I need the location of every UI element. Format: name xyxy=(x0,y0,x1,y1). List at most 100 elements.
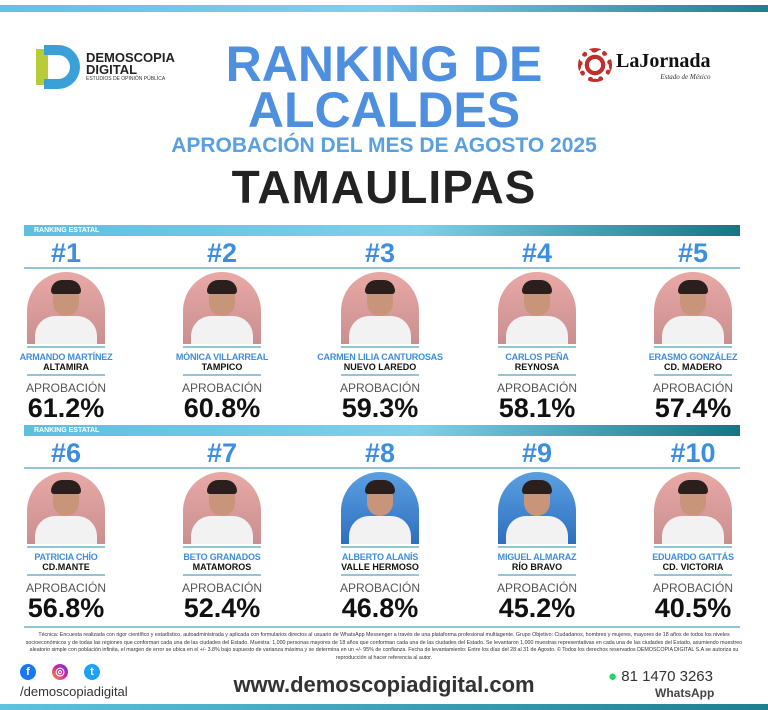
mayor-photo xyxy=(27,472,105,544)
phone: ● 81 1470 3263 xyxy=(608,668,713,685)
approval-value: 52.4% xyxy=(183,593,261,623)
divider xyxy=(654,546,732,548)
rank-number: #2 xyxy=(206,238,238,268)
rank-number: #9 xyxy=(521,438,553,468)
mayor-photo xyxy=(27,272,105,344)
approval-value: 59.3% xyxy=(341,393,419,423)
divider xyxy=(341,374,419,376)
rank-number: #4 xyxy=(521,238,553,268)
whatsapp-label: WhatsApp xyxy=(655,686,715,700)
divider xyxy=(183,346,261,348)
subtitle: APROBACIÓN DEL MES DE AGOSTO 2025 xyxy=(171,134,597,157)
approval-label: APROBACIÓN xyxy=(339,581,420,595)
approval-value: 56.8% xyxy=(27,593,105,623)
divider xyxy=(27,574,105,576)
divider xyxy=(24,467,740,469)
divider xyxy=(183,374,261,376)
divider xyxy=(183,546,261,548)
la-jornada-logo: LaJornada Estado de México xyxy=(578,48,710,82)
approval-label: APROBACIÓN xyxy=(496,581,577,595)
mayor-name: ALBERTO ALANÍS xyxy=(341,552,419,562)
social-handle: /demoscopiadigital xyxy=(20,684,128,699)
jornada-name: LaJornada xyxy=(616,49,711,72)
approval-value: 60.8% xyxy=(183,393,261,423)
approval-label: APROBACIÓN xyxy=(339,381,420,395)
rank-number: #5 xyxy=(677,238,709,268)
mayor-photo xyxy=(654,272,732,344)
ranking-card: #4 CARLOS PEÑA REYNOSA APROBACIÓN 58.1% xyxy=(472,238,602,423)
twitter-icon[interactable]: t xyxy=(84,664,100,680)
ranking-card: #7 BETO GRANADOS MATAMOROS APROBACIÓN 52… xyxy=(157,438,287,623)
ranking-card: #3 CARMEN LILIA CANTUROSAS NUEVO LAREDO … xyxy=(315,238,445,423)
ranking-band: RANKING ESTATAL xyxy=(24,225,740,236)
rank-number: #3 xyxy=(364,238,396,268)
approval-value: 45.2% xyxy=(498,593,576,623)
approval-value: 46.8% xyxy=(341,593,419,623)
logo-line3: ESTUDIOS DE OPINIÓN PÚBLICA xyxy=(86,76,166,82)
city-name: MATAMOROS xyxy=(192,562,252,572)
title-line2: ALCALDES xyxy=(247,82,521,138)
divider xyxy=(27,546,105,548)
demoscopia-d-icon xyxy=(30,45,82,89)
mayor-photo xyxy=(183,472,261,544)
approval-label: APROBACIÓN xyxy=(25,581,106,595)
ranking-card: #9 MIGUEL ALMARAZ RÍO BRAVO APROBACIÓN 4… xyxy=(472,438,602,623)
mayor-name: CARMEN LILIA CANTUROSAS xyxy=(317,352,443,362)
methodology-note: Técnica: Encuesta realizada con rigor ci… xyxy=(25,632,743,661)
city-name: CD. MADERO xyxy=(664,362,722,372)
city-name: REYNOSA xyxy=(514,362,560,372)
mayor-photo xyxy=(341,272,419,344)
city-name: CD. VICTORIA xyxy=(662,562,724,572)
city-name: RÍO BRAVO xyxy=(511,562,563,572)
rank-number: #8 xyxy=(364,438,396,468)
ranking-card: #2 MÓNICA VILLARREAL TAMPICO APROBACIÓN … xyxy=(157,238,287,423)
approval-value: 40.5% xyxy=(654,593,732,623)
rank-number: #10 xyxy=(670,438,716,468)
mayor-name: CARLOS PEÑA xyxy=(505,352,569,362)
city-name: NUEVO LAREDO xyxy=(343,362,417,372)
approval-value: 58.1% xyxy=(498,393,576,423)
approval-value: 61.2% xyxy=(27,393,105,423)
instagram-icon[interactable]: ◎ xyxy=(52,664,68,680)
jornada-sub: Estado de México xyxy=(660,72,711,81)
sun-icon xyxy=(578,48,612,82)
divider xyxy=(498,374,576,376)
divider xyxy=(341,546,419,548)
mayor-name: MÓNICA VILLARREAL xyxy=(175,352,269,362)
approval-label: APROBACIÓN xyxy=(181,581,262,595)
city-name: VALLE HERMOSO xyxy=(341,562,419,572)
logo-line1: DEMOSCOPIA xyxy=(86,50,175,65)
divider xyxy=(654,346,732,348)
logo-line2: DIGITAL xyxy=(86,62,138,77)
phone-number: 81 1470 3263 xyxy=(621,668,713,685)
website-link[interactable]: www.demoscopiadigital.com xyxy=(233,672,535,697)
mayor-photo xyxy=(183,272,261,344)
mayor-name: ARMANDO MARTÍNEZ xyxy=(19,352,113,362)
divider xyxy=(654,374,732,376)
mayor-photo xyxy=(341,472,419,544)
demoscopia-logo: DEMOSCOPIA DIGITAL ESTUDIOS DE OPINIÓN P… xyxy=(30,45,175,89)
title-line1: RANKING DE xyxy=(225,36,543,92)
whatsapp-icon: ● xyxy=(608,668,618,685)
ranking-card: #10 EDUARDO GATTÁS CD. VICTORIA APROBACI… xyxy=(628,438,758,623)
divider xyxy=(24,626,740,628)
divider xyxy=(498,546,576,548)
approval-value: 57.4% xyxy=(654,393,732,423)
bottom-bar xyxy=(0,704,768,710)
mayor-photo xyxy=(654,472,732,544)
state-title: TAMAULIPAS xyxy=(231,161,537,213)
divider xyxy=(27,346,105,348)
approval-label: APROBACIÓN xyxy=(652,381,733,395)
rank-number: #1 xyxy=(50,238,82,268)
city-name: CD.MANTE xyxy=(42,562,90,572)
mayor-photo xyxy=(498,472,576,544)
facebook-icon[interactable]: f xyxy=(20,664,36,680)
approval-label: APROBACIÓN xyxy=(25,381,106,395)
ranking-card: #6 PATRICIA CHÍO CD.MANTE APROBACIÓN 56.… xyxy=(1,438,131,623)
approval-label: APROBACIÓN xyxy=(652,581,733,595)
top-bar xyxy=(0,5,768,12)
approval-label: APROBACIÓN xyxy=(181,381,262,395)
mayor-name: EDUARDO GATTÁS xyxy=(652,552,734,562)
rank-number: #7 xyxy=(206,438,238,468)
divider xyxy=(498,346,576,348)
